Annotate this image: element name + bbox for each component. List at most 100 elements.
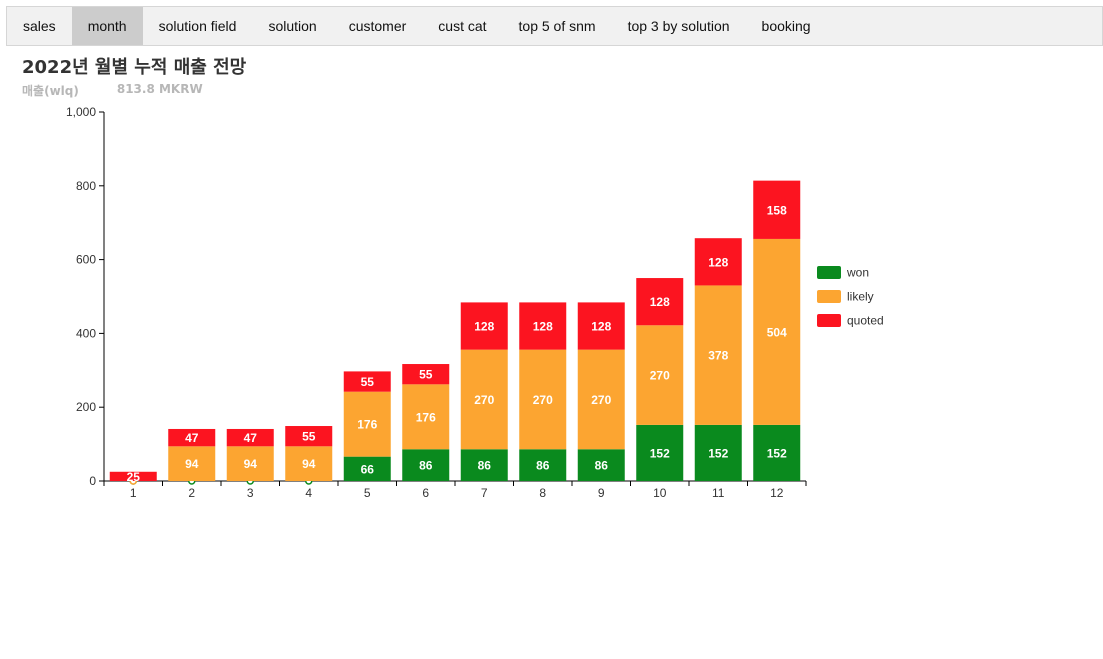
- bar-label-likely: 504: [767, 325, 787, 339]
- legend-swatch-quoted: [817, 314, 841, 327]
- bar-won: [402, 449, 450, 481]
- bar-label-quoted: 158: [767, 203, 787, 217]
- tab-solution[interactable]: solution: [268, 18, 317, 34]
- y-tick-label: 200: [76, 400, 96, 414]
- y-tick-label: 600: [76, 253, 96, 267]
- bar-label-won: 152: [767, 446, 787, 460]
- bar-label-likely: 94: [244, 457, 258, 471]
- x-tick-label: 9: [598, 486, 605, 500]
- tab-customer[interactable]: customer: [348, 18, 407, 34]
- bar-label-quoted: 55: [302, 430, 316, 444]
- x-tick-label: 5: [364, 486, 371, 500]
- x-tick-label: 11: [712, 486, 725, 500]
- bar-likely: [168, 446, 216, 481]
- bar-label-won: 66: [361, 462, 375, 476]
- bar-label-likely: 270: [533, 393, 553, 407]
- bar-quoted: [226, 428, 274, 447]
- y-tick-label: 400: [76, 326, 96, 340]
- x-tick-label: 10: [653, 486, 667, 500]
- chart-title: 2022년 월별 누적 매출 전망: [22, 57, 247, 78]
- bar-likely: [285, 446, 333, 481]
- bar-likely: [226, 446, 274, 481]
- bar-label-likely: 94: [185, 457, 199, 471]
- bar-won: [343, 456, 391, 481]
- y-tick-label: 0: [89, 474, 96, 488]
- bar-quoted: [285, 426, 333, 447]
- bar-quoted: [519, 302, 567, 350]
- bar-label-likely: 378: [708, 349, 728, 363]
- x-tick-label: 6: [422, 486, 429, 500]
- x-tick-label: 2: [188, 486, 195, 500]
- bar-label-won: 86: [478, 459, 492, 473]
- bar-label-won: 152: [650, 446, 670, 460]
- bar-label-likely: 176: [357, 418, 377, 432]
- bar-quoted: [168, 428, 216, 447]
- bar-label-likely: 270: [591, 393, 611, 407]
- tab-top-5-of-snm[interactable]: top 5 of snm: [518, 18, 596, 34]
- bar-label-quoted: 128: [591, 320, 611, 334]
- y-tick-label: 1,000: [66, 105, 96, 119]
- x-tick-label: 1: [130, 486, 137, 500]
- tab-bar: sales month solution field solution cust…: [6, 6, 1103, 46]
- bar-likely: [636, 325, 684, 425]
- tab-solution-field[interactable]: solution field: [158, 18, 237, 34]
- bar-quoted: [343, 371, 391, 392]
- metric-summary: 매출(wlq) 813.8 MKRW: [22, 82, 203, 99]
- bar-quoted: [402, 364, 450, 385]
- bar-label-likely: 270: [650, 369, 670, 383]
- bar-won: [753, 424, 801, 481]
- bar-won: [636, 424, 684, 481]
- bar-label-quoted: 55: [419, 368, 433, 382]
- bar-quoted: [109, 471, 157, 481]
- bar-quoted: [636, 278, 684, 326]
- bar-quoted: [577, 302, 625, 350]
- bar-label-quoted: 25: [127, 470, 141, 484]
- tab-top-3-by-solution[interactable]: top 3 by solution: [627, 18, 730, 34]
- bar-label-quoted: 128: [708, 255, 728, 269]
- bar-likely: [343, 391, 391, 457]
- bar-quoted: [753, 180, 801, 239]
- tab-sales[interactable]: sales: [23, 18, 56, 34]
- bar-won: [694, 424, 742, 481]
- bar-label-likely: 94: [302, 457, 316, 471]
- bar-likely: [460, 349, 508, 450]
- legend-label-quoted: quoted: [847, 314, 884, 328]
- legend-swatch-won: [817, 266, 841, 279]
- x-tick-label: 12: [770, 486, 784, 500]
- x-tick-label: 7: [481, 486, 488, 500]
- tab-month[interactable]: month: [71, 7, 143, 45]
- legend-swatch-likely: [817, 290, 841, 303]
- bar-likely: [402, 384, 450, 450]
- bar-label-likely: 176: [416, 410, 436, 424]
- bar-label-quoted: 55: [361, 375, 375, 389]
- bar-won: [577, 449, 625, 481]
- bar-quoted: [460, 302, 508, 350]
- bar-label-won: 86: [419, 459, 433, 473]
- bar-label-won: 86: [595, 459, 609, 473]
- x-tick-label: 8: [539, 486, 546, 500]
- bar-won: [460, 449, 508, 481]
- bar-label-won: 152: [708, 446, 728, 460]
- y-tick-label: 800: [76, 179, 96, 193]
- x-tick-label: 3: [247, 486, 254, 500]
- bar-won: [519, 449, 567, 481]
- bar-label-won: 86: [536, 459, 550, 473]
- bar-label-quoted: 128: [533, 320, 553, 334]
- bar-label-quoted: 128: [474, 320, 494, 334]
- x-tick-label: 4: [305, 486, 312, 500]
- tab-booking[interactable]: booking: [761, 18, 811, 34]
- bar-label-quoted: 47: [244, 431, 258, 445]
- legend-label-likely: likely: [847, 290, 874, 304]
- bar-likely: [577, 349, 625, 450]
- bar-likely: [753, 238, 801, 425]
- legend-label-won: won: [846, 266, 869, 280]
- bar-quoted: [694, 238, 742, 286]
- bar-likely: [519, 349, 567, 450]
- bar-likely: [694, 285, 742, 425]
- metric-label: 매출(wlq): [22, 84, 79, 98]
- bar-label-likely: 270: [474, 393, 494, 407]
- bar-label-quoted: 47: [185, 431, 199, 445]
- tab-cust-cat[interactable]: cust cat: [438, 18, 487, 34]
- bar-label-quoted: 128: [650, 295, 670, 309]
